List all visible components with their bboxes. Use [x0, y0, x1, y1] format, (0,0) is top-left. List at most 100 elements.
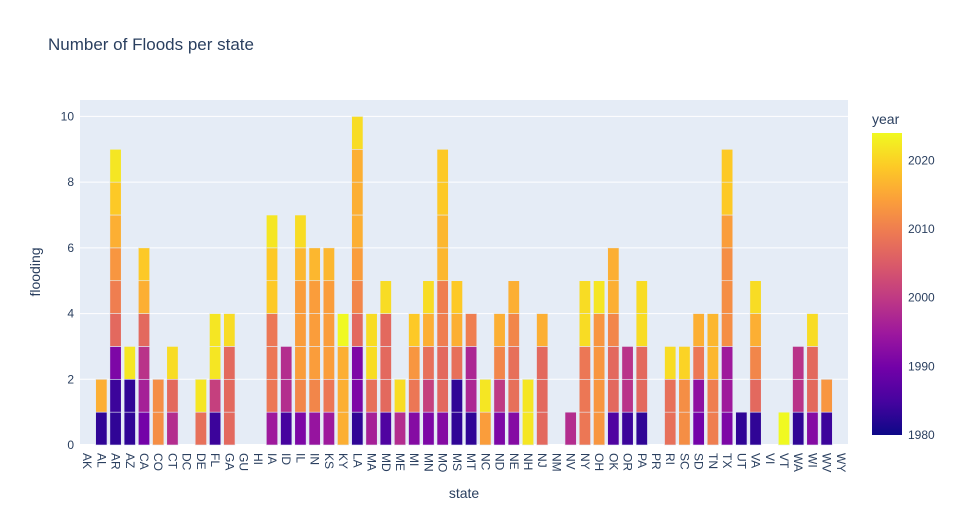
bar-segment-ky [337, 313, 350, 347]
bar-segment-tx [721, 247, 734, 282]
bar-segment-ia [266, 378, 278, 413]
bar-segment-ks [322, 247, 335, 282]
bar-segment-in [308, 247, 321, 282]
x-tick-label: DC [180, 453, 194, 471]
bar-segment-mo [436, 181, 449, 216]
bar-segment-nj [536, 313, 549, 347]
bar-segment-fl [209, 378, 222, 413]
bar-segment-tx [721, 148, 734, 183]
bar-segment-mt [465, 313, 478, 347]
x-tick-label: OR [621, 453, 635, 471]
x-tick-label: IN [308, 453, 322, 465]
bar-segment-wi [806, 346, 819, 380]
bar-segment-il [294, 411, 307, 446]
x-tick-label: CO [151, 453, 165, 471]
bar-segment-il [294, 313, 307, 347]
x-tick-label: PR [649, 453, 663, 470]
bar-segment-tx [721, 313, 734, 347]
colorbar-tick-label: 2010 [908, 222, 935, 236]
x-tick-label: GU [237, 453, 251, 471]
bar-segment-mt [465, 346, 478, 380]
colorbar-tick-label: 1990 [908, 359, 935, 373]
x-tick-labels: AK AL AR AZ CA CO CT DC DE FL GA GU HI IA ID IL IN KS KY LA… [80, 453, 848, 472]
bar-segment-me [394, 378, 406, 413]
bar-segment-ar [109, 214, 122, 249]
y-tick-label: 8 [67, 175, 74, 189]
x-tick-label: SC [677, 453, 691, 470]
bar-segment-me [394, 411, 406, 446]
bar-segment-wa [792, 346, 805, 380]
bar-segment-or [621, 346, 634, 380]
bar-segment-ga [223, 378, 236, 413]
x-tick-label: VI [763, 453, 777, 464]
bar-segment-az [123, 346, 136, 380]
bar-segment-ma [365, 411, 378, 446]
bar-segment-ar [109, 346, 122, 380]
bar-segment-pa [635, 411, 648, 446]
bar-segment-ia [266, 346, 278, 380]
bar-segment-sd [692, 411, 705, 446]
bar-segment-ct [166, 378, 179, 413]
bar-segment-oh [593, 378, 606, 413]
bar-segment-ca [138, 280, 150, 314]
bar-segment-in [308, 313, 321, 347]
x-tick-label: MN [421, 453, 435, 472]
x-tick-label: AK [80, 453, 94, 469]
colorbar-title: year [872, 111, 900, 127]
bar-segment-la [351, 280, 364, 314]
x-tick-label: WI [805, 453, 819, 468]
bar-segment-ca [138, 378, 150, 413]
bar-segment-nd [493, 313, 506, 347]
bar-segment-mi [408, 313, 421, 347]
bar-segment-sc [678, 411, 691, 446]
bar-segment-sd [692, 346, 705, 380]
x-tick-label: NM [549, 453, 563, 472]
bar-segment-ga [223, 411, 236, 446]
bar-segment-nd [493, 378, 506, 413]
bar-segment-tx [721, 214, 734, 249]
bar-segment-ne [507, 411, 520, 446]
bar-segment-ma [365, 313, 378, 347]
bar-segment-ok [607, 280, 620, 314]
bar-segment-id [280, 411, 293, 446]
bar-segment-sc [678, 378, 691, 413]
bar-segment-fl [209, 346, 222, 380]
bar-segment-ma [365, 346, 378, 380]
x-tick-label: IL [293, 453, 307, 463]
bar-segment-ca [138, 313, 150, 347]
bar-segment-va [749, 346, 762, 380]
bar-segment-il [294, 214, 307, 249]
y-gridlines [80, 115, 848, 446]
bar-segment-ok [607, 411, 620, 446]
bar-segment-il [294, 280, 307, 314]
bar-segment-pa [635, 313, 648, 347]
bar-segment-nj [536, 346, 549, 380]
x-axis-title: state [449, 485, 480, 501]
bar-segment-ny [578, 280, 591, 314]
bar-segment-il [294, 247, 307, 282]
bar-segment-la [351, 313, 364, 347]
x-tick-label: ID [279, 453, 293, 465]
bar-segment-ky [337, 378, 350, 413]
bar-segment-nd [493, 411, 506, 446]
x-tick-label: NH [521, 453, 535, 470]
bar-segment-tn [706, 411, 719, 446]
bar-segment-mo [436, 148, 449, 183]
bar-segment-co [152, 378, 165, 413]
bar-segment-ks [322, 378, 335, 413]
bar-segment-or [621, 411, 634, 446]
bar-segment-ny [578, 313, 591, 347]
bar-segment-oh [593, 313, 606, 347]
bar-segment-sc [678, 346, 691, 380]
bar-segment-tx [721, 378, 734, 413]
bar-segment-ri [664, 411, 677, 446]
bar-segment-mn [422, 313, 435, 347]
x-tick-label: VT [777, 453, 791, 469]
x-tick-label: TX [720, 453, 734, 468]
bar-segment-id [280, 378, 293, 413]
bar-segment-ct [166, 346, 179, 380]
bar-segment-ri [664, 378, 677, 413]
bar-segment-va [749, 313, 762, 347]
bar-segment-mn [422, 280, 435, 314]
